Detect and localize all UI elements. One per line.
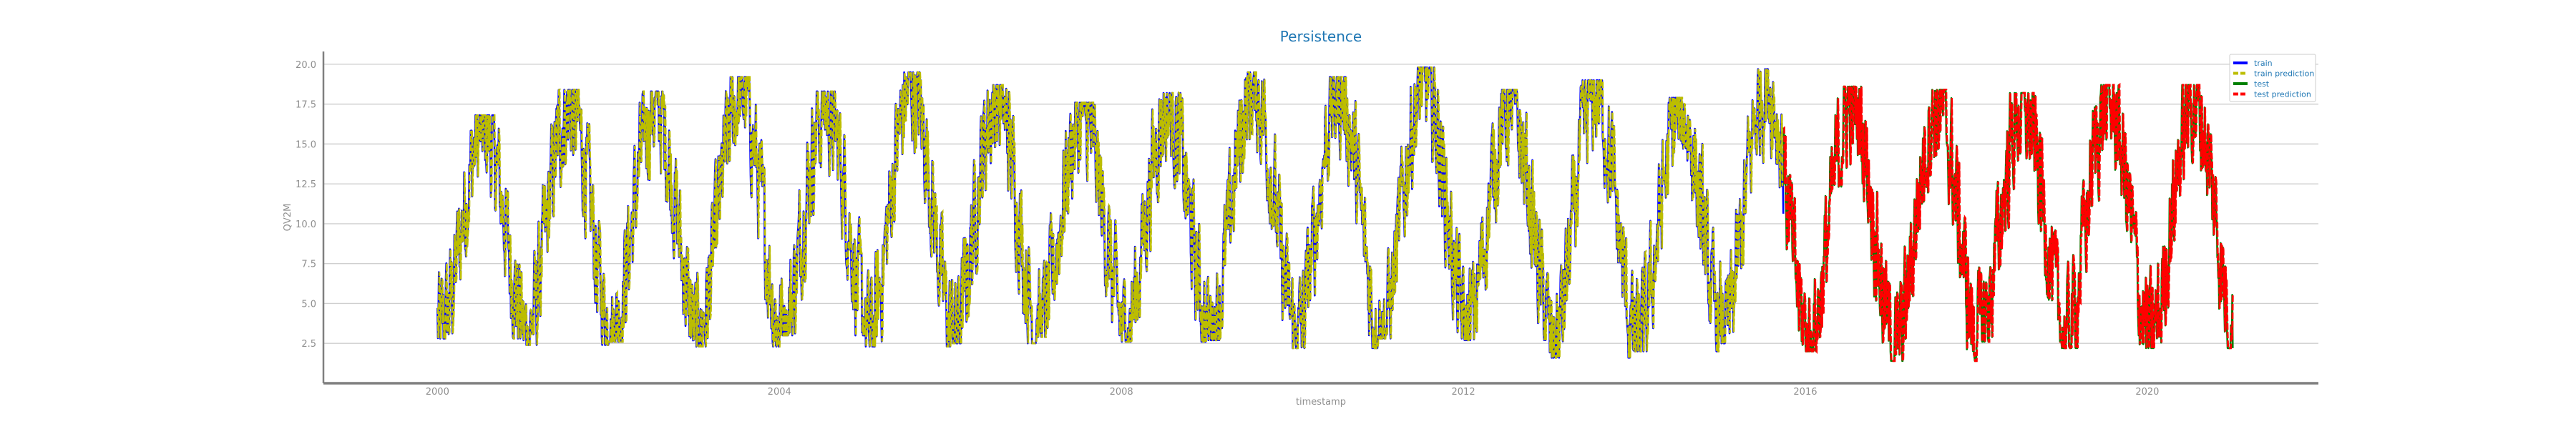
x-tick-labels: 2000 2004 2008 2012 2016 2020 [426,387,2160,398]
legend-label: train prediction [2254,69,2314,79]
x-tick-label: 2000 [426,387,449,398]
legend-label: test [2254,79,2270,89]
chart-title: Persistence [1280,28,1362,45]
x-tick-label: 2008 [1110,387,1133,398]
legend-label: train [2254,59,2273,68]
y-tick-label: 17.5 [296,100,316,111]
legend-label: test prediction [2254,90,2311,99]
y-axis-label: QV2M [283,204,293,232]
y-tick-label: 7.5 [301,260,316,270]
axes [322,51,2318,385]
series-test-prediction [1783,82,2234,363]
x-axis-label: timestamp [1296,397,1346,408]
y-tick-label: 15.0 [296,139,316,150]
legend-box [2229,54,2316,102]
y-tick-label: 5.0 [301,299,316,310]
y-tick-label: 12.5 [296,179,316,190]
y-tick-label: 2.5 [301,339,316,350]
x-tick-label: 2012 [1452,387,1475,398]
series-train-prediction [436,66,1785,359]
y-tick-label: 20.0 [296,60,316,71]
series-layer [436,66,2234,363]
x-tick-label: 2004 [768,387,791,398]
y-tick-labels: 2.5 5.0 7.5 10.0 12.5 15.0 17.5 20.0 [296,60,316,350]
x-tick-label: 2020 [2135,387,2159,398]
x-tick-label: 2016 [1793,387,1817,398]
y-tick-label: 10.0 [296,220,316,230]
